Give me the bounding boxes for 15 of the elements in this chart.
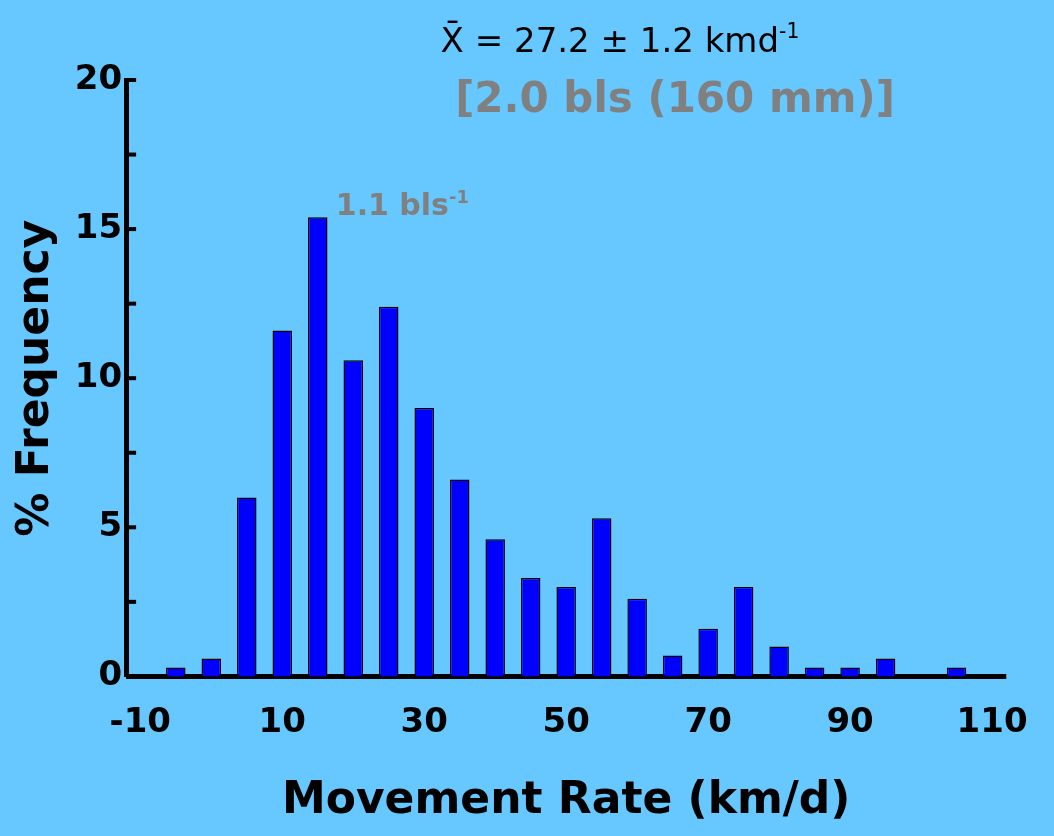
y-tick-label: 10 bbox=[74, 355, 123, 396]
y-tick-label: 20 bbox=[74, 56, 123, 97]
x-tick-label: 110 bbox=[956, 699, 1028, 740]
y-axis-title: % Frequency bbox=[6, 219, 58, 537]
x-tick-label: 50 bbox=[542, 699, 590, 740]
y-tick-label: 0 bbox=[98, 653, 123, 694]
y-tick-label: 5 bbox=[98, 504, 123, 545]
x-tick-label: -10 bbox=[109, 699, 172, 740]
x-axis-title: Movement Rate (km/d) bbox=[281, 772, 851, 824]
x-tick-label: 10 bbox=[258, 699, 306, 740]
x-tick-label: 70 bbox=[684, 699, 732, 740]
annotation: [2.0 bls (160 mm)] bbox=[455, 73, 895, 122]
x-tick-label: 90 bbox=[826, 699, 874, 740]
x-tick-label: 30 bbox=[400, 699, 448, 740]
y-tick-label: 15 bbox=[74, 205, 123, 246]
